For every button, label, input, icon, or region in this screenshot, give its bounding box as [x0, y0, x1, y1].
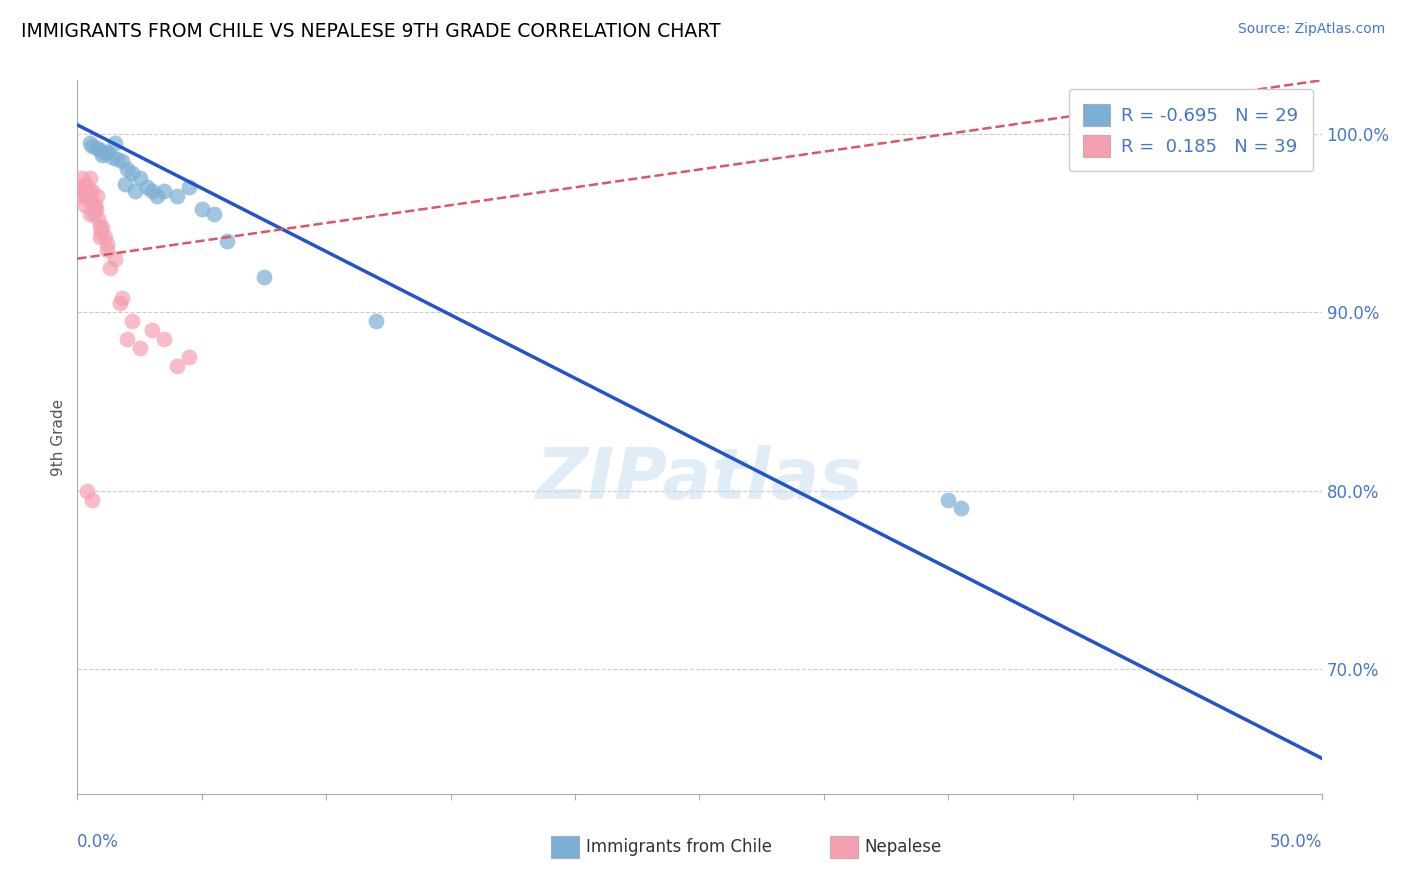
Point: [93, 230, 115, 244]
Text: ZIPatlas: ZIPatlas: [536, 445, 863, 515]
Point: [86, 189, 108, 203]
Point: [253, 269, 276, 284]
Point: [79, 171, 101, 186]
Point: [75, 189, 97, 203]
Point: [91, 148, 114, 162]
Point: [83, 198, 105, 212]
Point: [938, 492, 960, 507]
Point: [76, 483, 98, 498]
Text: 0.0%: 0.0%: [77, 833, 120, 851]
Point: [166, 359, 188, 373]
Point: [96, 243, 118, 257]
Y-axis label: 9th Grade: 9th Grade: [51, 399, 66, 475]
FancyBboxPatch shape: [830, 836, 858, 858]
Point: [86, 141, 108, 155]
Point: [87, 212, 110, 227]
Point: [179, 350, 201, 364]
Point: [82, 184, 104, 198]
Point: [72, 184, 94, 198]
Point: [215, 234, 238, 248]
Point: [80, 194, 103, 209]
Point: [108, 296, 131, 310]
Point: [124, 184, 146, 198]
Point: [89, 143, 111, 157]
Point: [949, 501, 972, 516]
Point: [105, 152, 128, 166]
Point: [111, 153, 134, 168]
Point: [121, 166, 143, 180]
Point: [90, 225, 112, 239]
Text: IMMIGRANTS FROM CHILE VS NEPALESE 9TH GRADE CORRELATION CHART: IMMIGRANTS FROM CHILE VS NEPALESE 9TH GR…: [21, 22, 721, 41]
Point: [91, 219, 114, 234]
Point: [202, 207, 225, 221]
Point: [96, 145, 118, 159]
Point: [77, 184, 100, 198]
Point: [104, 252, 127, 266]
Point: [104, 136, 127, 150]
Point: [136, 180, 159, 194]
Point: [82, 139, 104, 153]
Point: [72, 171, 94, 186]
Point: [93, 146, 115, 161]
Point: [79, 136, 101, 150]
Point: [69, 189, 91, 203]
Point: [111, 291, 134, 305]
Point: [141, 323, 163, 337]
Point: [146, 189, 169, 203]
Point: [166, 189, 188, 203]
Text: Immigrants from Chile: Immigrants from Chile: [586, 838, 772, 856]
Point: [153, 184, 176, 198]
Point: [73, 198, 96, 212]
Point: [179, 180, 201, 194]
Point: [96, 237, 118, 252]
Text: Nepalese: Nepalese: [865, 838, 942, 856]
Point: [364, 314, 387, 328]
Point: [73, 177, 96, 191]
Point: [84, 202, 107, 216]
Point: [79, 207, 101, 221]
Point: [70, 180, 93, 194]
Point: [89, 219, 111, 234]
Point: [76, 180, 98, 194]
Point: [82, 492, 104, 507]
Point: [191, 202, 214, 216]
Text: Source: ZipAtlas.com: Source: ZipAtlas.com: [1237, 22, 1385, 37]
Text: 50.0%: 50.0%: [1270, 833, 1322, 851]
Point: [115, 332, 138, 346]
Point: [83, 202, 105, 216]
Point: [89, 230, 111, 244]
Point: [83, 207, 105, 221]
Point: [153, 332, 176, 346]
Point: [128, 171, 150, 186]
Legend: R = -0.695   N = 29, R =  0.185   N = 39: R = -0.695 N = 29, R = 0.185 N = 39: [1069, 89, 1313, 171]
Point: [141, 184, 163, 198]
Point: [101, 150, 124, 164]
Point: [121, 314, 143, 328]
Point: [115, 162, 138, 177]
Point: [98, 260, 121, 275]
FancyBboxPatch shape: [551, 836, 579, 858]
Point: [114, 177, 136, 191]
Point: [128, 341, 150, 355]
